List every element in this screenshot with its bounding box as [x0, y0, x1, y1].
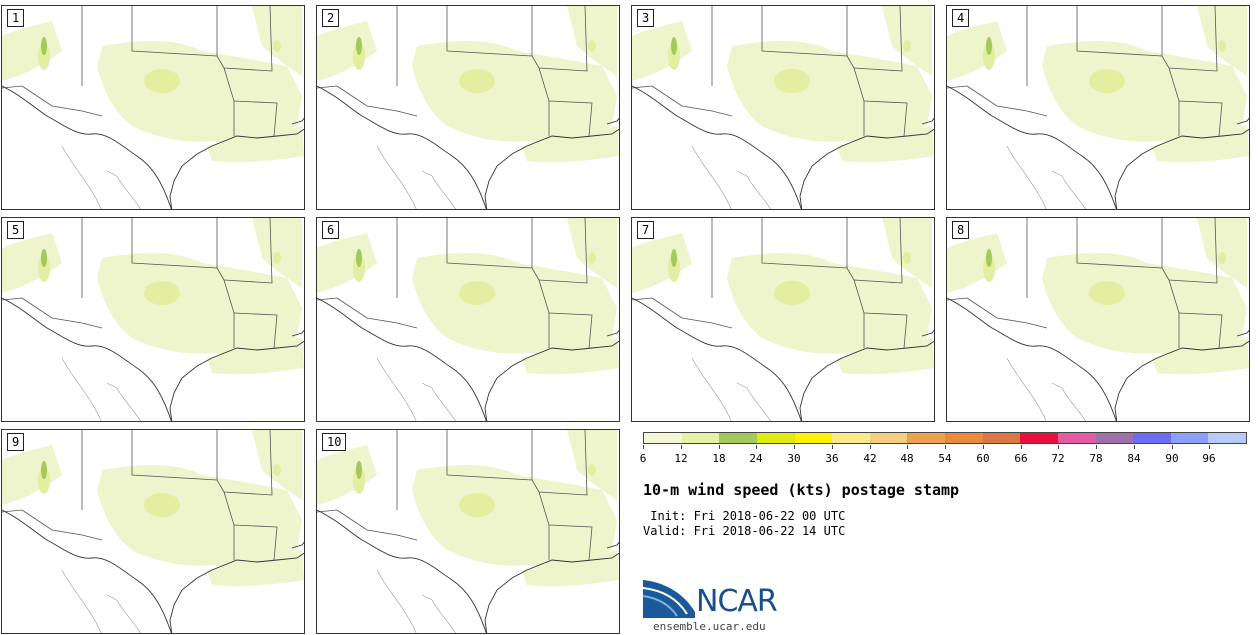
wind-speed-map-3 [632, 6, 935, 210]
colorbar-tick-label: 84 [1127, 452, 1141, 465]
wind-speed-map-7 [632, 218, 935, 422]
ensemble-member-3-map: 3 [631, 5, 935, 210]
colorbar-tick-mark [945, 445, 946, 449]
ensemble-member-7-map: 7 [631, 217, 935, 422]
colorbar-tick-label: 54 [938, 452, 952, 465]
colorbar-segment-7 [869, 433, 908, 443]
colorbar-tick-mark [1058, 445, 1059, 449]
colorbar-segment-10 [982, 433, 1021, 443]
colorbar-segment-5 [794, 433, 833, 443]
member-label-4: 4 [952, 9, 970, 27]
colorbar-segment-9 [945, 433, 983, 443]
wind-speed-map-5 [2, 218, 305, 422]
valid-time: Valid: Fri 2018-06-22 14 UTC [643, 524, 846, 538]
colorbar-tick-mark [983, 445, 984, 449]
colorbar-tick-mark [794, 445, 795, 449]
colorbar-tick-mark [681, 445, 682, 449]
colorbar-tick-label: 24 [749, 452, 763, 465]
colorbar-tick-mark [1096, 445, 1097, 449]
colorbar-tick-mark [870, 445, 871, 449]
ensemble-member-9-map: 9 [1, 429, 305, 634]
colorbar-tick-label: 66 [1014, 452, 1028, 465]
member-label-7: 7 [637, 221, 655, 239]
colorbar-tick-mark [1172, 445, 1173, 449]
member-label-8: 8 [952, 221, 970, 239]
colorbar-tick-mark [643, 445, 644, 449]
member-label-6: 6 [322, 221, 340, 239]
colorbar-tick-mark [832, 445, 833, 449]
colorbar-segment-2 [681, 433, 720, 443]
ensemble-member-6-map: 6 [316, 217, 620, 422]
colorbar-tick-label: 6 [639, 452, 647, 465]
colorbar-tick-label: 42 [863, 452, 877, 465]
colorbar-tick-label: 18 [712, 452, 726, 465]
member-label-1: 1 [7, 9, 25, 27]
ensemble-url: ensemble.ucar.edu [653, 620, 766, 633]
colorbar-tick-label: 78 [1089, 452, 1103, 465]
colorbar-tick-label: 36 [825, 452, 839, 465]
colorbar-segment-3 [719, 433, 757, 443]
member-label-2: 2 [322, 9, 340, 27]
wind-speed-map-2 [317, 6, 620, 210]
ensemble-member-2-map: 2 [316, 5, 620, 210]
colorbar-segment-1 [644, 433, 682, 443]
colorbar-tick-mark [719, 445, 720, 449]
colorbar-segment-12 [1057, 433, 1096, 443]
colorbar-segment-16 [1208, 433, 1246, 443]
ensemble-member-5-map: 5 [1, 217, 305, 422]
wind-speed-map-9 [2, 430, 305, 634]
colorbar-tick-label: 60 [976, 452, 990, 465]
member-label-10: 10 [322, 433, 347, 451]
colorbar-segment-13 [1095, 433, 1134, 443]
colorbar-tick-label: 48 [900, 452, 914, 465]
ncar-logo-icon [643, 580, 695, 618]
colorbar-tick-label: 12 [674, 452, 688, 465]
colorbar-tick-mark [907, 445, 908, 449]
colorbar-tick-mark [1134, 445, 1135, 449]
colorbar-segment-8 [907, 433, 945, 443]
ensemble-member-4-map: 4 [946, 5, 1250, 210]
colorbar-segment-15 [1170, 433, 1209, 443]
colorbar-segment-14 [1133, 433, 1171, 443]
member-label-3: 3 [637, 9, 655, 27]
colorbar-tick-mark [1021, 445, 1022, 449]
colorbar-tick-mark [756, 445, 757, 449]
member-label-5: 5 [7, 221, 25, 239]
colorbar-tick-label: 30 [787, 452, 801, 465]
wind-speed-map-4 [947, 6, 1250, 210]
ensemble-member-10-map: 10 [316, 429, 620, 634]
ncar-logo-text: NCAR [696, 584, 778, 619]
plot-title: 10-m wind speed (kts) postage stamp [643, 481, 960, 499]
init-time: Init: Fri 2018-06-22 00 UTC [643, 509, 846, 523]
wind-speed-map-10 [317, 430, 620, 634]
ensemble-member-1-map: 1 [1, 5, 305, 210]
colorbar-tick-mark [1209, 445, 1210, 449]
colorbar-tick-label: 90 [1165, 452, 1179, 465]
colorbar-segment-4 [756, 433, 795, 443]
colorbar-segment-11 [1020, 433, 1058, 443]
ensemble-member-8-map: 8 [946, 217, 1250, 422]
member-label-9: 9 [7, 433, 25, 451]
colorbar-tick-label: 72 [1051, 452, 1065, 465]
wind-speed-map-6 [317, 218, 620, 422]
wind-speed-map-8 [947, 218, 1250, 422]
colorbar-tick-label: 96 [1202, 452, 1216, 465]
wind-speed-map-1 [2, 6, 305, 210]
wind-speed-colorbar [643, 432, 1247, 444]
colorbar-segment-6 [832, 433, 870, 443]
colorbar-ticks: 6 12 18 24 30 36 42 48 54 60 66 72 78 84 90 96 [639, 445, 1247, 465]
